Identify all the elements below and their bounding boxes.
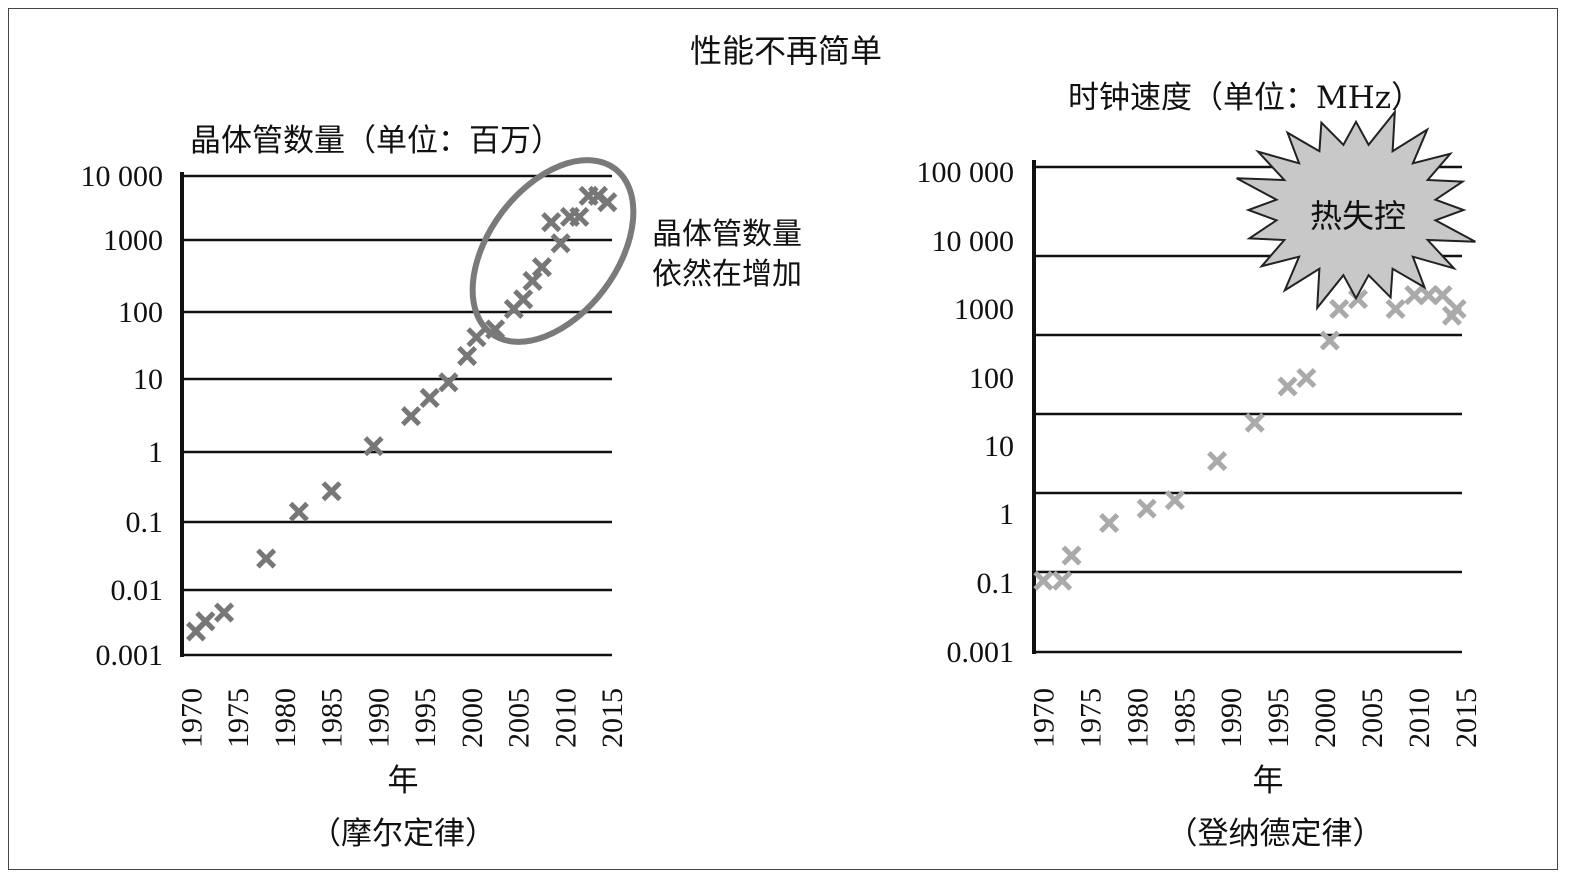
right-ytick: 0.001 <box>947 636 1015 669</box>
left-ytick: 0.01 <box>111 574 164 607</box>
right-point <box>1418 285 1439 306</box>
right-xtick: 1970 <box>1027 688 1060 748</box>
left-ytick: 10 000 <box>81 160 164 193</box>
right-point <box>1099 512 1120 534</box>
left-annotation-line2: 依然在增加 <box>652 257 802 292</box>
left-ytick: 0.001 <box>96 639 164 672</box>
left-xtick: 1995 <box>409 688 442 748</box>
left-point <box>288 501 309 522</box>
right-xtick: 2015 <box>1450 688 1483 748</box>
left-ytick: 10 <box>133 363 163 396</box>
left-ytick: 1000 <box>103 224 163 257</box>
right-ytick: 10 <box>984 430 1014 463</box>
right-xtick: 1975 <box>1074 688 1107 748</box>
left-point <box>597 192 618 213</box>
right-xtick: 2005 <box>1356 688 1389 748</box>
right-point <box>1432 285 1453 306</box>
right-point <box>1136 498 1157 519</box>
figure-title: 性能不再简单 <box>690 32 882 70</box>
right-xtick: 1990 <box>1215 688 1248 748</box>
right-xtick: 2000 <box>1309 688 1342 748</box>
right-chart-svg: 时钟速度（单位：MHz） 100 000 10 000 1000 100 10 1 0.1 0… <box>917 80 1484 852</box>
left-ylabel: 晶体管数量（单位：百万） <box>190 123 562 159</box>
left-ytick: 0.1 <box>126 506 164 539</box>
left-point <box>363 436 384 457</box>
right-point <box>1033 570 1054 591</box>
left-xtick: 1990 <box>362 688 395 748</box>
left-xtick: 2015 <box>596 688 629 748</box>
right-ytick: 10 000 <box>932 225 1015 258</box>
left-xtick: 1980 <box>269 688 302 748</box>
right-point <box>1207 451 1228 472</box>
right-point <box>1319 330 1340 351</box>
right-point <box>1446 298 1467 320</box>
left-annotation-line1: 晶体管数量 <box>652 217 802 252</box>
left-point <box>569 206 590 227</box>
right-ytick: 100 <box>969 362 1014 395</box>
right-xlabel: 年 <box>1253 763 1284 799</box>
left-point <box>513 289 534 310</box>
left-ytick: 1 <box>148 436 163 469</box>
right-ytick: 0.1 <box>977 567 1015 600</box>
left-point <box>214 602 235 623</box>
left-point <box>195 611 216 632</box>
left-point <box>550 233 571 254</box>
right-point <box>1329 298 1350 320</box>
left-point <box>321 481 342 502</box>
left-caption: （摩尔定律） <box>310 816 496 852</box>
left-point <box>419 387 440 408</box>
right-xtick: 2010 <box>1403 688 1436 748</box>
right-ytick: 100 000 <box>917 156 1015 189</box>
left-xtick: 2000 <box>456 688 489 748</box>
right-ytick: 1 <box>999 498 1014 531</box>
left-xlabel: 年 <box>388 763 419 799</box>
left-point <box>522 270 543 291</box>
left-point <box>466 327 487 348</box>
right-point <box>1244 412 1265 433</box>
right-point <box>1277 376 1298 397</box>
right-caption: （登纳德定律） <box>1167 816 1384 852</box>
figure-frame <box>8 8 1558 870</box>
left-point <box>531 257 552 278</box>
left-xtick: 1970 <box>175 688 208 748</box>
left-xtick: 2010 <box>549 688 582 748</box>
left-ytick: 100 <box>118 296 163 329</box>
right-ylabel: 时钟速度（单位：MHz） <box>1068 80 1422 116</box>
left-xtick: 1975 <box>222 688 255 748</box>
right-xtick: 1995 <box>1262 688 1295 748</box>
right-point <box>1052 570 1073 591</box>
thermal-runaway-label: 热失控 <box>1310 197 1406 235</box>
left-xtick: 1985 <box>316 688 349 748</box>
right-point <box>1164 490 1185 511</box>
left-highlight-ellipse <box>469 157 637 345</box>
left-point <box>400 406 422 427</box>
left-point <box>256 548 277 569</box>
right-xtick: 1980 <box>1121 688 1154 748</box>
left-point <box>438 372 459 393</box>
thermal-runaway-burst: 热失控 <box>1236 109 1476 311</box>
left-xtick: 2005 <box>503 688 536 748</box>
right-ytick: 1000 <box>954 293 1014 326</box>
right-xtick: 1985 <box>1168 688 1201 748</box>
left-point <box>541 212 562 233</box>
right-point <box>1061 545 1082 566</box>
left-point <box>457 346 478 367</box>
left-chart-svg: 晶体管数量（单位：百万） 10 000 1000 100 10 1 0.1 0.01 0.00… <box>81 123 803 852</box>
right-point <box>1404 285 1425 306</box>
right-point <box>1385 298 1406 320</box>
right-point <box>1296 367 1317 389</box>
